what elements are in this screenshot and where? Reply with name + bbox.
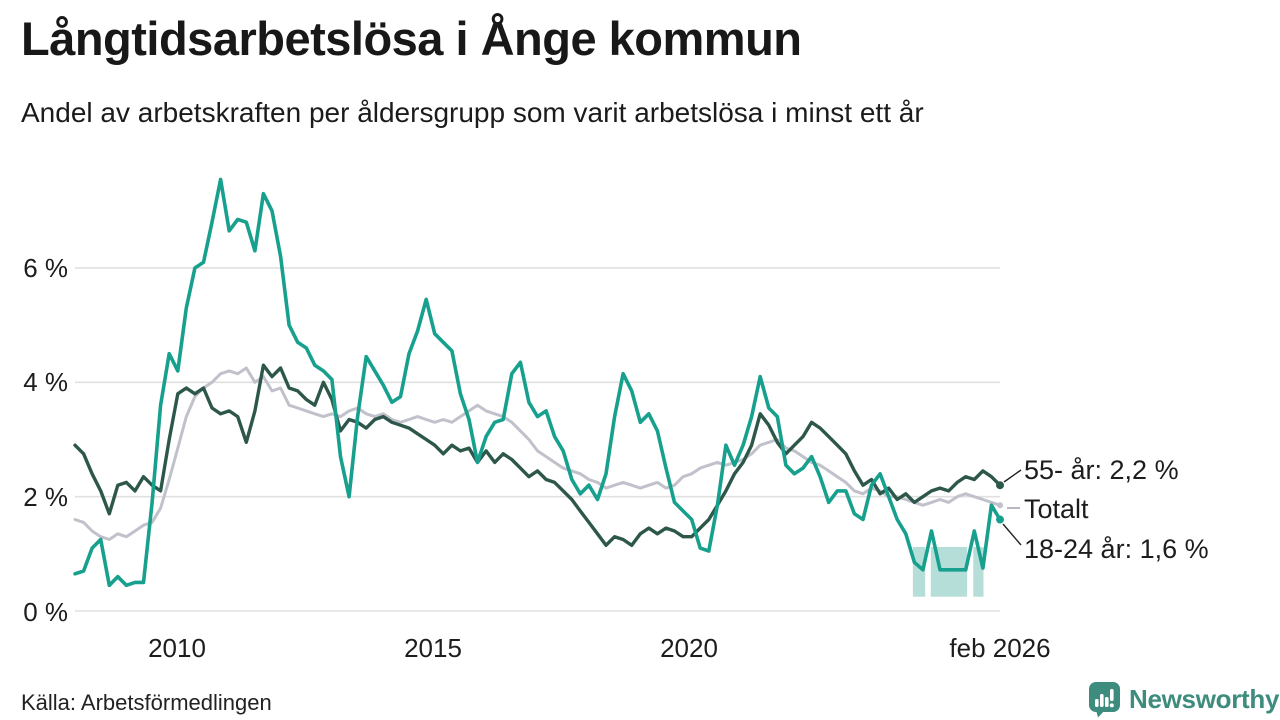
series-line-18-24-r <box>73 177 1002 588</box>
newsworthy-logo-text: Newsworthy <box>1129 684 1280 714</box>
y-tick-2pct: 2 % <box>23 482 68 512</box>
series-label-totalt: Totalt <box>1024 494 1089 524</box>
annotation-connector <box>1002 523 1022 546</box>
x-tick-feb-2026: feb 2026 <box>949 633 1051 663</box>
y-tick-6pct: 6 % <box>23 253 68 283</box>
x-tick-2020: 2020 <box>660 633 718 663</box>
series-line-55-r <box>73 363 1002 547</box>
series-end-dot <box>997 502 1003 509</box>
source-text: Källa: Arbetsförmedlingen <box>21 690 272 715</box>
y-tick-4pct: 4 % <box>23 367 68 397</box>
series-line-totalt <box>73 366 1002 541</box>
uncertainty-band <box>973 546 984 597</box>
x-tick-2015: 2015 <box>404 633 462 663</box>
annotation-connector <box>1003 469 1022 483</box>
series-end-dot <box>996 481 1004 490</box>
series-label-55plus: 55- år: 2,2 % <box>1024 455 1179 485</box>
series-end-dot <box>996 515 1004 524</box>
page-subtitle: Andel av arbetskraften per åldersgrupp s… <box>21 97 924 128</box>
x-tick-2010: 2010 <box>148 633 206 663</box>
uncertainty-band <box>912 546 926 597</box>
newsworthy-logo: Newsworthy <box>1088 681 1279 718</box>
series-label-18-24: 18-24 år: 1,6 % <box>1024 534 1209 564</box>
y-tick-0pct: 0 % <box>23 597 68 627</box>
newsworthy-logo-icon <box>1089 682 1120 718</box>
page-title: Långtidsarbetslösa i Ånge kommun <box>21 12 802 65</box>
